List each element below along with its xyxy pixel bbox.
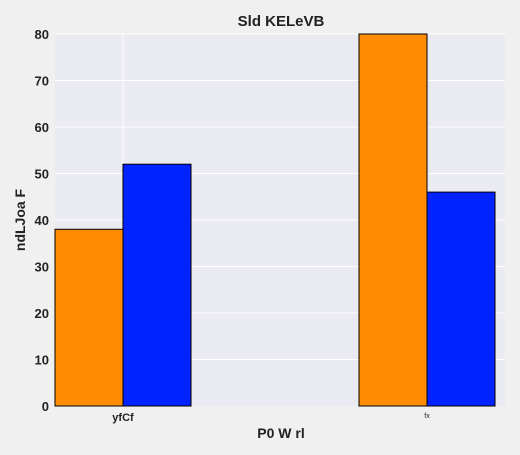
x-tick-label: fx xyxy=(424,413,430,420)
bar-1-yfCf xyxy=(55,229,123,406)
x-axis-label: P0 W rl xyxy=(257,425,304,441)
y-tick-label: 50 xyxy=(35,167,49,182)
x-axis-ticks: yfCf fx xyxy=(112,412,430,424)
y-axis-ticks: 0 10 20 30 40 50 60 70 80 xyxy=(35,27,49,414)
y-tick-label: 30 xyxy=(35,260,49,275)
y-axis-label: ndLJoa F xyxy=(12,188,28,251)
y-tick-label: 70 xyxy=(35,74,49,89)
y-tick-label: 0 xyxy=(42,399,49,414)
y-tick-label: 60 xyxy=(35,120,49,135)
y-tick-label: 20 xyxy=(35,306,49,321)
bar-2-fx xyxy=(427,192,495,406)
y-tick-label: 10 xyxy=(35,353,49,368)
y-tick-label: 80 xyxy=(35,27,49,42)
chart-title: Sld KELeVB xyxy=(238,13,325,30)
x-tick-label: yfCf xyxy=(112,412,134,424)
y-tick-label: 40 xyxy=(35,213,49,228)
bar-1-fx xyxy=(359,34,427,406)
bar-2-yfCf xyxy=(123,164,191,406)
